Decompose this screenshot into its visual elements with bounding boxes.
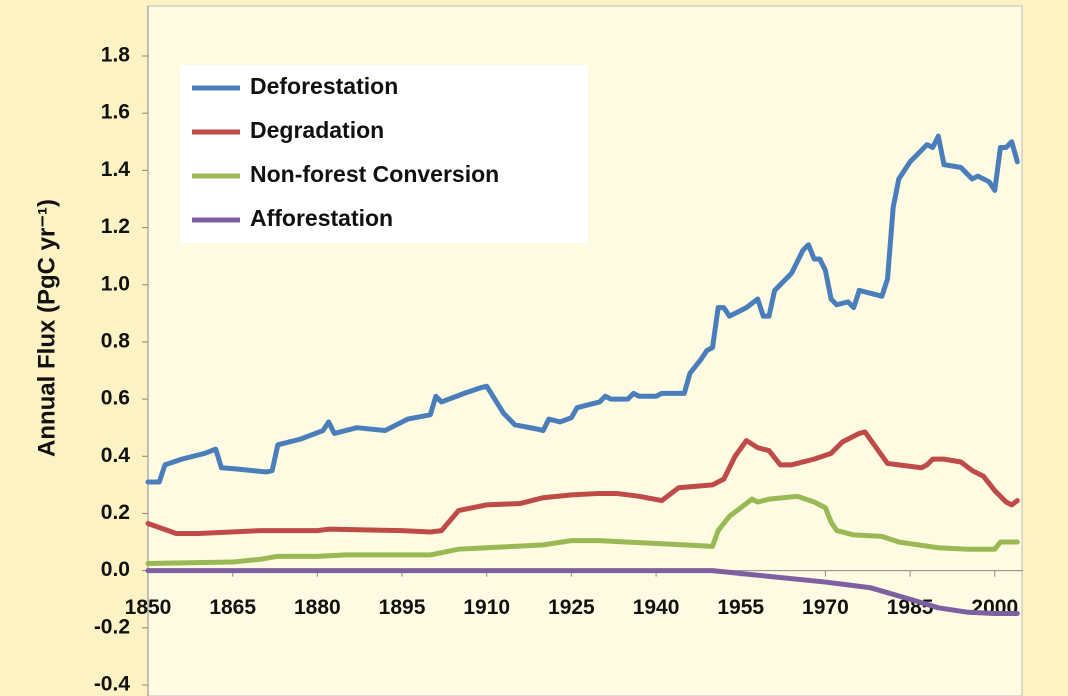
y-tick-label: 1.8 — [101, 44, 131, 67]
legend-label: Deforestation — [250, 73, 398, 99]
y-tick-label: 0.0 — [101, 558, 130, 581]
legend — [180, 65, 588, 243]
series-line — [145, 429, 1020, 536]
y-tick-label: -0.2 — [94, 615, 130, 638]
y-tick-label: 0.4 — [101, 444, 131, 467]
y-tick-label: 0.8 — [101, 329, 131, 352]
x-tick-label: 1955 — [717, 596, 764, 619]
legend-label: Afforestation — [250, 205, 393, 231]
x-tick-label: 1850 — [125, 596, 172, 619]
legend-label: Non-forest Conversion — [250, 161, 499, 187]
series-line — [145, 133, 1020, 485]
series-line — [145, 493, 1020, 566]
x-tick-label: 1970 — [802, 596, 849, 619]
x-tick-label: 1925 — [548, 596, 595, 619]
y-tick-label: 1.6 — [101, 101, 130, 124]
x-tick-label: 1895 — [379, 596, 426, 619]
y-tick-label: 1.0 — [101, 272, 130, 295]
x-tick-label: 1910 — [463, 596, 510, 619]
y-tick-label: 1.2 — [101, 215, 130, 238]
x-tick-label: 1940 — [633, 596, 680, 619]
legend-label: Degradation — [250, 117, 384, 143]
series-line — [145, 568, 1020, 617]
y-tick-label: 0.6 — [101, 387, 130, 410]
y-tick-label: 1.4 — [101, 158, 131, 181]
x-tick-label: 1880 — [294, 596, 341, 619]
y-tick-label: -0.4 — [94, 673, 131, 696]
y-tick-label: 0.2 — [101, 501, 130, 524]
y-axis-label: Annual Flux (PgC yr⁻¹) — [33, 199, 60, 457]
x-tick-label: 1865 — [209, 596, 256, 619]
